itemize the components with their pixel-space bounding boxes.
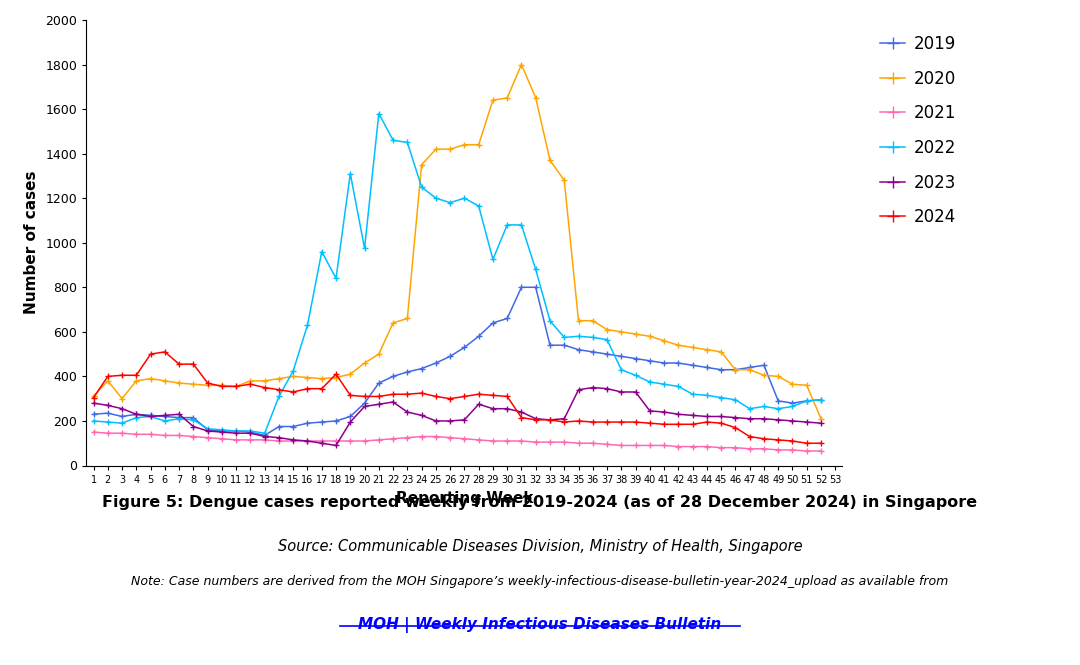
Text: Figure 5: Dengue cases reported weekly from 2019-2024 (as of 28 December 2024) i: Figure 5: Dengue cases reported weekly f… [103, 495, 977, 511]
Text: Source: Communicable Diseases Division, Ministry of Health, Singapore: Source: Communicable Diseases Division, … [278, 539, 802, 554]
Text: Note: Case numbers are derived from the MOH Singapore’s weekly-infectious-diseas: Note: Case numbers are derived from the … [132, 575, 948, 589]
Text: MOH | Weekly Infectious Diseases Bulletin: MOH | Weekly Infectious Diseases Bulleti… [359, 617, 721, 633]
Y-axis label: Number of cases: Number of cases [24, 171, 39, 315]
X-axis label: Reporting Week: Reporting Week [395, 491, 534, 507]
Legend: 2019, 2020, 2021, 2022, 2023, 2024: 2019, 2020, 2021, 2022, 2023, 2024 [874, 29, 962, 233]
